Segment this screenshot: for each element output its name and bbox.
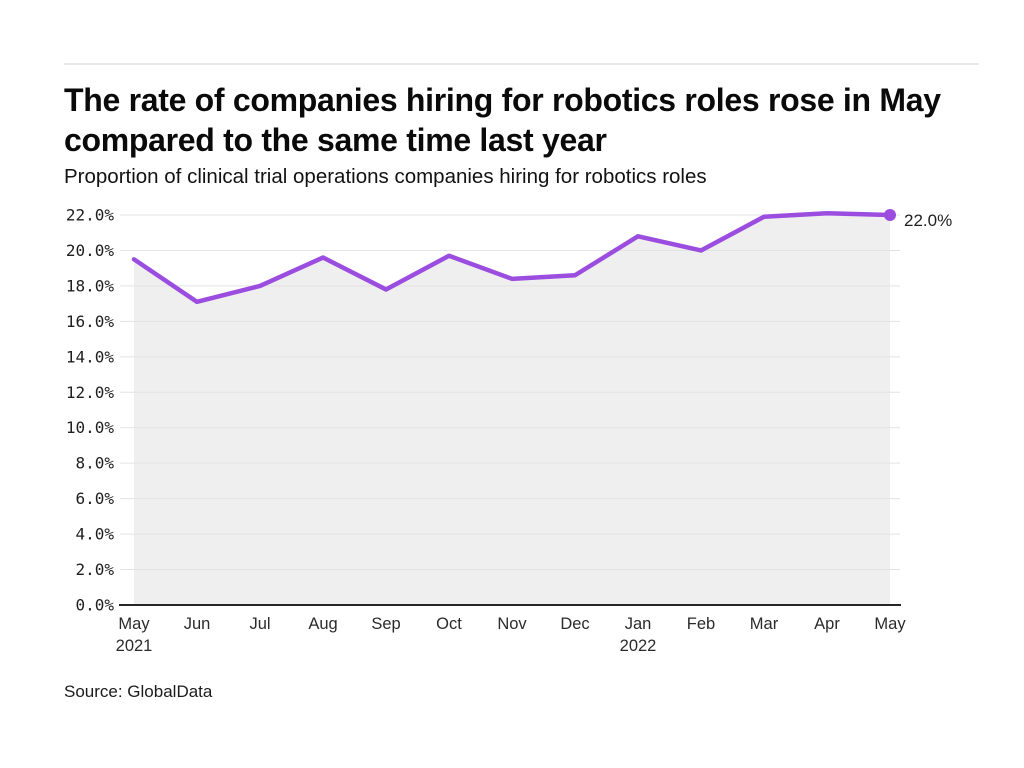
x-tick-label: Jun <box>184 615 211 633</box>
y-tick-label: 6.0% <box>75 489 114 508</box>
x-tick-label: Mar <box>750 615 779 633</box>
end-point-value-label: 22.0% <box>904 211 953 230</box>
series-line <box>131 210 893 305</box>
y-tick-label: 22.0% <box>66 206 115 225</box>
x-tick-year-label: 2021 <box>116 637 153 655</box>
y-tick-label: 14.0% <box>66 347 115 366</box>
x-tick-label: Sep <box>371 615 400 633</box>
x-tick-label: Oct <box>436 615 462 633</box>
y-tick-label: 18.0% <box>66 276 115 295</box>
y-tick-label: 20.0% <box>66 241 115 260</box>
x-tick-label: May <box>874 615 906 633</box>
x-tick-label: Jul <box>249 615 270 633</box>
x-tick-label: Jan <box>625 615 652 633</box>
y-tick-label: 10.0% <box>66 418 115 437</box>
y-tick-label: 12.0% <box>66 383 115 402</box>
y-tick-label: 16.0% <box>66 312 115 331</box>
y-tick-label: 4.0% <box>75 525 114 544</box>
top-divider <box>64 63 979 65</box>
x-tick-label: Aug <box>308 615 337 633</box>
chart-subtitle: Proportion of clinical trial operations … <box>64 165 707 188</box>
chart-title-line1: The rate of companies hiring for robotic… <box>64 82 941 118</box>
series-area <box>134 213 890 605</box>
y-tick-label: 0.0% <box>75 596 114 615</box>
x-tick-label: Apr <box>814 615 840 633</box>
x-tick-label: Dec <box>560 615 589 633</box>
x-tick-year-label: 2022 <box>620 637 657 655</box>
line-area-chart: 0.0% 2.0% 4.0% 6.0% 8.0% 10.0% 12.0% 14.0% 16.0%… <box>66 206 907 656</box>
x-tick-label: May <box>118 615 150 633</box>
x-tick-label: Nov <box>497 615 527 633</box>
y-tick-label: 8.0% <box>75 454 114 473</box>
x-tick-label: Feb <box>687 615 715 633</box>
chart-title: The rate of companies hiring for robotic… <box>64 80 1004 160</box>
y-tick-label: 2.0% <box>75 560 114 579</box>
source-attribution: Source: GlobalData <box>64 682 213 701</box>
end-point-marker <box>884 209 896 221</box>
chart-title-line2: compared to the same time last year <box>64 122 607 158</box>
